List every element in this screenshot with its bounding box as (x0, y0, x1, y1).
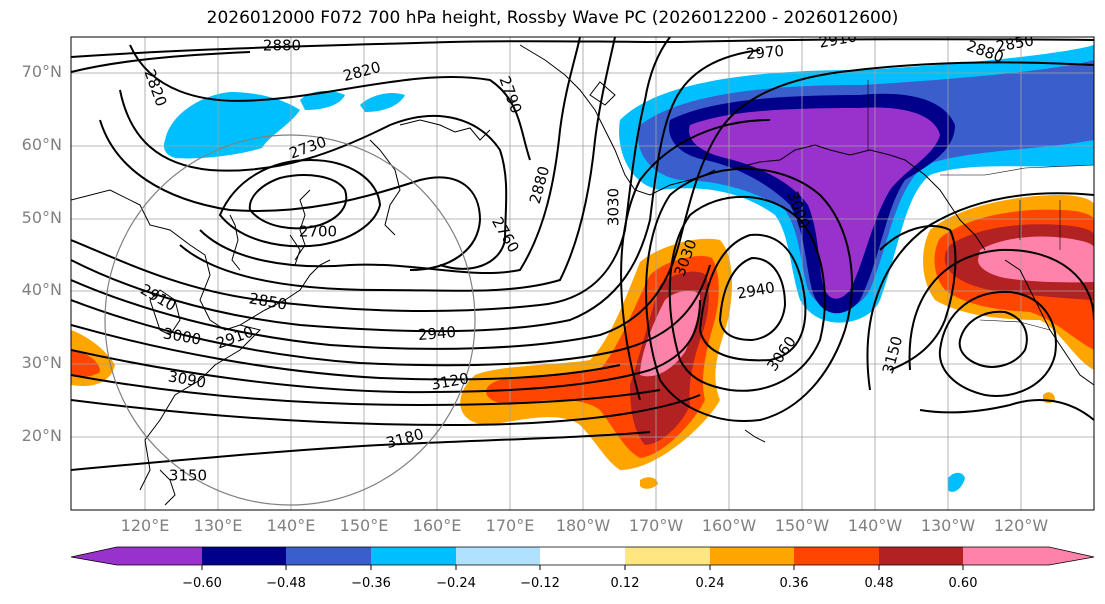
colorbar-tick-label: 0.12 (610, 576, 640, 591)
colorbar-cell (963, 547, 1049, 565)
lat-label: 20°N (21, 426, 62, 445)
colorbar-cell (710, 547, 794, 565)
lat-label: 40°N (21, 280, 62, 299)
contour-label: 2700 (299, 223, 337, 241)
lon-label: 130°E (193, 516, 243, 535)
coastlines (71, 44, 1094, 506)
colorbar-cell (202, 547, 286, 565)
colorbar (70, 546, 1095, 570)
lat-label: 30°N (21, 353, 62, 372)
colorbar-tick-label: 0.48 (864, 576, 894, 591)
height-contours (71, 37, 1094, 471)
lat-label: 60°N (21, 135, 62, 154)
colorbar-cell (456, 547, 540, 565)
colorbar-tick-label: 0.36 (779, 576, 809, 591)
contour-label: 2880 (263, 37, 301, 55)
colorbar-cell (625, 547, 710, 565)
contour-label: 3030 (605, 188, 623, 226)
contour-label: 3150 (169, 467, 207, 485)
colorbar-cell (879, 547, 963, 565)
colorbar-low-extend (71, 547, 117, 565)
colorbar-cell (371, 547, 456, 565)
lon-label: 150°E (339, 516, 389, 535)
colorbar-tick-label: −0.12 (520, 576, 560, 591)
lon-label: 130°W (920, 516, 976, 535)
lon-label: 140°E (266, 516, 316, 535)
domain-circle (104, 134, 476, 506)
contour-label: 2970 (745, 42, 785, 63)
colorbar-tick-label: 0.24 (695, 576, 725, 591)
colorbar-tick-label: −0.24 (436, 576, 476, 591)
colorbar-tick-label: −0.48 (266, 576, 306, 591)
lon-label: 170°E (485, 516, 535, 535)
lon-label: 150°W (774, 516, 830, 535)
map-title: 2026012000 F072 700 hPa height, Rossby W… (206, 8, 899, 28)
lon-label: 120°E (120, 516, 170, 535)
colorbar-cell (286, 547, 371, 565)
plot-frame (70, 36, 1095, 511)
colorbar-cell (540, 547, 625, 565)
lat-label: 70°N (21, 62, 62, 81)
colorbar-cell (117, 547, 202, 565)
colorbar-cell (794, 547, 879, 565)
colorbar-tick-label: 0.60 (948, 576, 978, 591)
colorbar-tick-label: −0.36 (351, 576, 391, 591)
lon-label: 120°W (993, 516, 1049, 535)
lon-label: 140°W (847, 516, 903, 535)
negative-anomaly-region (163, 45, 1094, 492)
lon-label: 160°W (701, 516, 757, 535)
colorbar-high-extend (1049, 547, 1094, 565)
lat-label: 50°N (21, 208, 62, 227)
contour-label: 2940 (417, 323, 457, 344)
lon-label: 170°W (628, 516, 684, 535)
lon-label: 160°E (412, 516, 462, 535)
lon-label: 180°W (555, 516, 611, 535)
colorbar-tick-label: −0.60 (182, 576, 222, 591)
